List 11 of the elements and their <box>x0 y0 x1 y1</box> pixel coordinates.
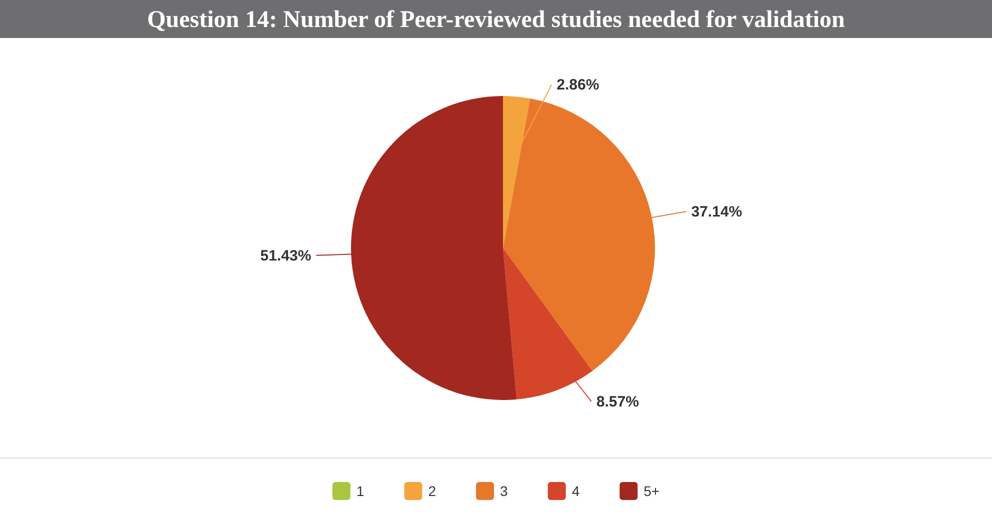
data-label: 51.43% <box>260 247 312 264</box>
chart-title: Question 14: Number of Peer-reviewed studies needed for validation <box>147 7 845 33</box>
legend-label: 5+ <box>644 483 660 499</box>
legend-label: 2 <box>428 483 436 499</box>
legend-label: 1 <box>356 483 364 499</box>
data-label: 8.57% <box>596 394 639 411</box>
legend-label: 4 <box>572 483 580 499</box>
legend-label: 3 <box>500 483 508 499</box>
data-label: 2.86% <box>556 76 600 94</box>
pie-slice <box>503 248 592 400</box>
data-label: 37.14% <box>691 204 742 221</box>
